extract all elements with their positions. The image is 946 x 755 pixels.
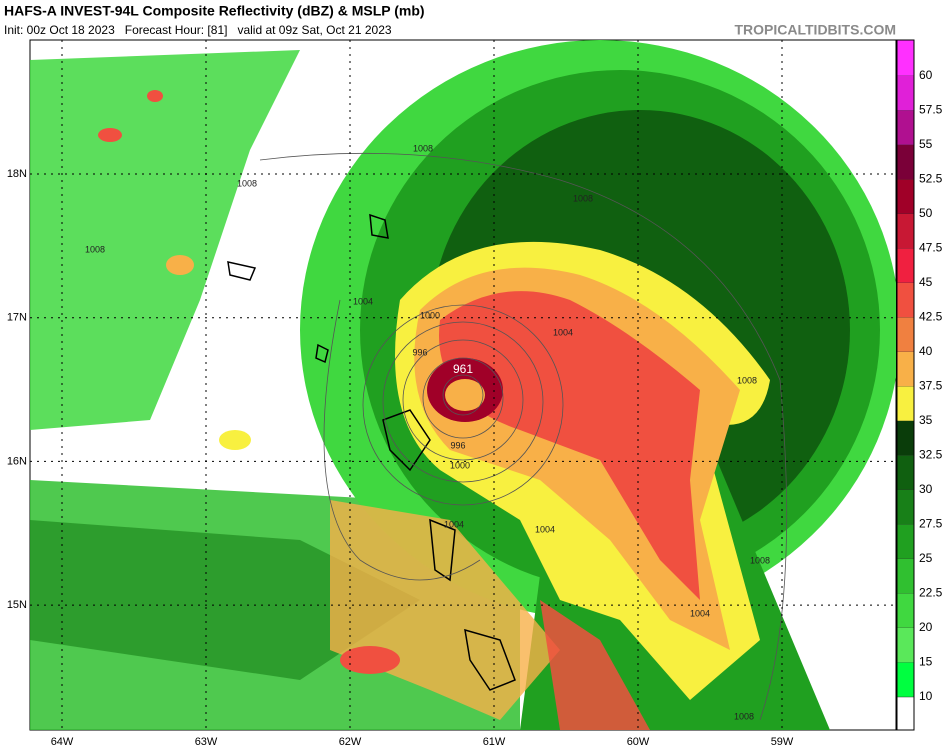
colorbar-label: 35 <box>919 413 933 427</box>
lon-label: 60W <box>627 736 650 748</box>
isobar-label: 1004 <box>553 327 573 337</box>
colorbar-label: 37.5 <box>919 379 943 393</box>
colorbar-band <box>897 317 914 352</box>
isobars <box>259 152 788 721</box>
lat-label: 16N <box>7 455 27 467</box>
isobar-label: 1004 <box>353 296 373 306</box>
lat-label: 17N <box>7 312 27 324</box>
isobar-label: 1008 <box>750 555 770 565</box>
colorbar-label: 50 <box>919 206 933 220</box>
isobar-label: 1008 <box>85 244 105 254</box>
colorbar-label: 60 <box>919 68 933 82</box>
colorbar-label: 45 <box>919 275 933 289</box>
colorbar-band <box>897 110 914 145</box>
isobar-label: 961 <box>453 362 473 376</box>
colorbar-label: 15 <box>919 655 933 669</box>
colorbar-band <box>897 386 914 421</box>
colorbar-band <box>897 662 914 697</box>
colorbar-label: 55 <box>919 137 933 151</box>
colorbar-band <box>897 524 914 559</box>
isobar-label: 1008 <box>737 375 757 385</box>
colorbar-band <box>897 248 914 283</box>
colorbar-band <box>897 40 914 76</box>
colorbar-band <box>897 76 914 111</box>
isobar-label: 1008 <box>413 143 433 153</box>
colorbar-label: 47.5 <box>919 241 943 255</box>
colorbar-label: 30 <box>919 482 933 496</box>
colorbar-band <box>897 421 914 456</box>
lon-label: 61W <box>483 736 506 748</box>
colorbar-band <box>897 214 914 249</box>
lon-label: 59W <box>771 736 794 748</box>
colorbar-band <box>897 628 914 663</box>
colorbar-band <box>897 283 914 318</box>
colorbar-frame <box>896 39 915 731</box>
colorbar-band <box>897 559 914 594</box>
isobar-label: 1000 <box>450 460 470 470</box>
isobar-label: 1004 <box>535 524 555 534</box>
lat-label: 18N <box>7 168 27 180</box>
graticule: 18N 17N 16N 15N 64W 63W 62W 61W 60W 59W 1008 1008 10… <box>7 40 896 748</box>
isobar-label: 1004 <box>690 608 710 618</box>
colorbar-label: 57.5 <box>919 103 943 117</box>
colorbar-band <box>897 179 914 214</box>
coastlines <box>227 213 516 691</box>
isobar-label: 996 <box>412 347 427 357</box>
colorbar-label: 22.5 <box>919 586 943 600</box>
lat-label: 15N <box>7 599 27 611</box>
isobar-label: 1004 <box>444 519 464 529</box>
colorbar-label: 42.5 <box>919 310 943 324</box>
colorbar-band <box>897 455 914 490</box>
isobar-label: 1008 <box>237 178 257 188</box>
lon-label: 63W <box>195 736 218 748</box>
isobar-label: 1000 <box>420 310 440 320</box>
colorbar-band <box>897 352 914 387</box>
isobar-label: 996 <box>450 440 465 450</box>
lon-label: 62W <box>339 736 362 748</box>
isobar-label: 1008 <box>573 193 593 203</box>
colorbar-label: 52.5 <box>919 172 943 186</box>
colorbar-band <box>897 490 914 525</box>
colorbar-label: 20 <box>919 620 933 634</box>
colorbar-band <box>897 593 914 628</box>
colorbar-label: 27.5 <box>919 517 943 531</box>
colorbar-label: 32.5 <box>919 448 943 462</box>
colorbar-band <box>897 145 914 180</box>
colorbar-label: 25 <box>919 551 933 565</box>
colorbar: 60 57.5 55 52.5 50 47.5 45 42.5 40 37.5 35 32.5 30 27… <box>896 39 943 731</box>
colorbar-label: 40 <box>919 344 933 358</box>
source: TROPICALTIDBITS.COM <box>734 22 896 38</box>
title: HAFS-A INVEST-94L Composite Reflectivity… <box>4 3 425 19</box>
lon-label: 64W <box>51 736 74 748</box>
subtitle: Init: 00z Oct 18 2023 Forecast Hour: [81… <box>4 23 392 37</box>
reflectivity <box>30 40 896 730</box>
isobar-label: 1008 <box>734 711 754 721</box>
colorbar-label: 10 <box>919 689 933 703</box>
